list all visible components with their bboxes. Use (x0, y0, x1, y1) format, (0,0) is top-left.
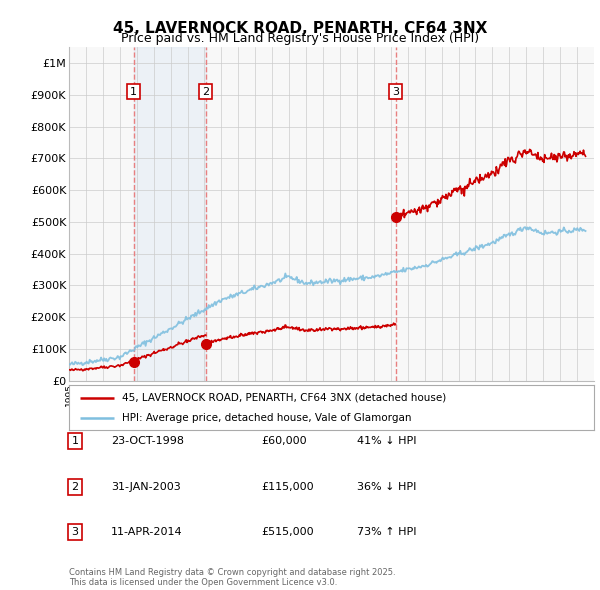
Text: 11-APR-2014: 11-APR-2014 (111, 527, 182, 537)
Text: £60,000: £60,000 (261, 436, 307, 445)
Text: 2: 2 (202, 87, 209, 97)
Text: £515,000: £515,000 (261, 527, 314, 537)
Text: 3: 3 (71, 527, 79, 537)
Text: 45, LAVERNOCK ROAD, PENARTH, CF64 3NX (detached house): 45, LAVERNOCK ROAD, PENARTH, CF64 3NX (d… (121, 393, 446, 402)
Text: 73% ↑ HPI: 73% ↑ HPI (357, 527, 416, 537)
Text: 31-JAN-2003: 31-JAN-2003 (111, 482, 181, 491)
Text: HPI: Average price, detached house, Vale of Glamorgan: HPI: Average price, detached house, Vale… (121, 414, 411, 424)
Text: 36% ↓ HPI: 36% ↓ HPI (357, 482, 416, 491)
Text: 3: 3 (392, 87, 399, 97)
Text: 45, LAVERNOCK ROAD, PENARTH, CF64 3NX: 45, LAVERNOCK ROAD, PENARTH, CF64 3NX (113, 21, 487, 35)
Text: £115,000: £115,000 (261, 482, 314, 491)
Text: Contains HM Land Registry data © Crown copyright and database right 2025.
This d: Contains HM Land Registry data © Crown c… (69, 568, 395, 587)
Text: 2: 2 (71, 482, 79, 491)
Text: 41% ↓ HPI: 41% ↓ HPI (357, 436, 416, 445)
Text: 23-OCT-1998: 23-OCT-1998 (111, 436, 184, 445)
Text: Price paid vs. HM Land Registry's House Price Index (HPI): Price paid vs. HM Land Registry's House … (121, 32, 479, 45)
Text: 1: 1 (71, 436, 79, 445)
Bar (134, 47, 206, 381)
Text: 1: 1 (130, 87, 137, 97)
